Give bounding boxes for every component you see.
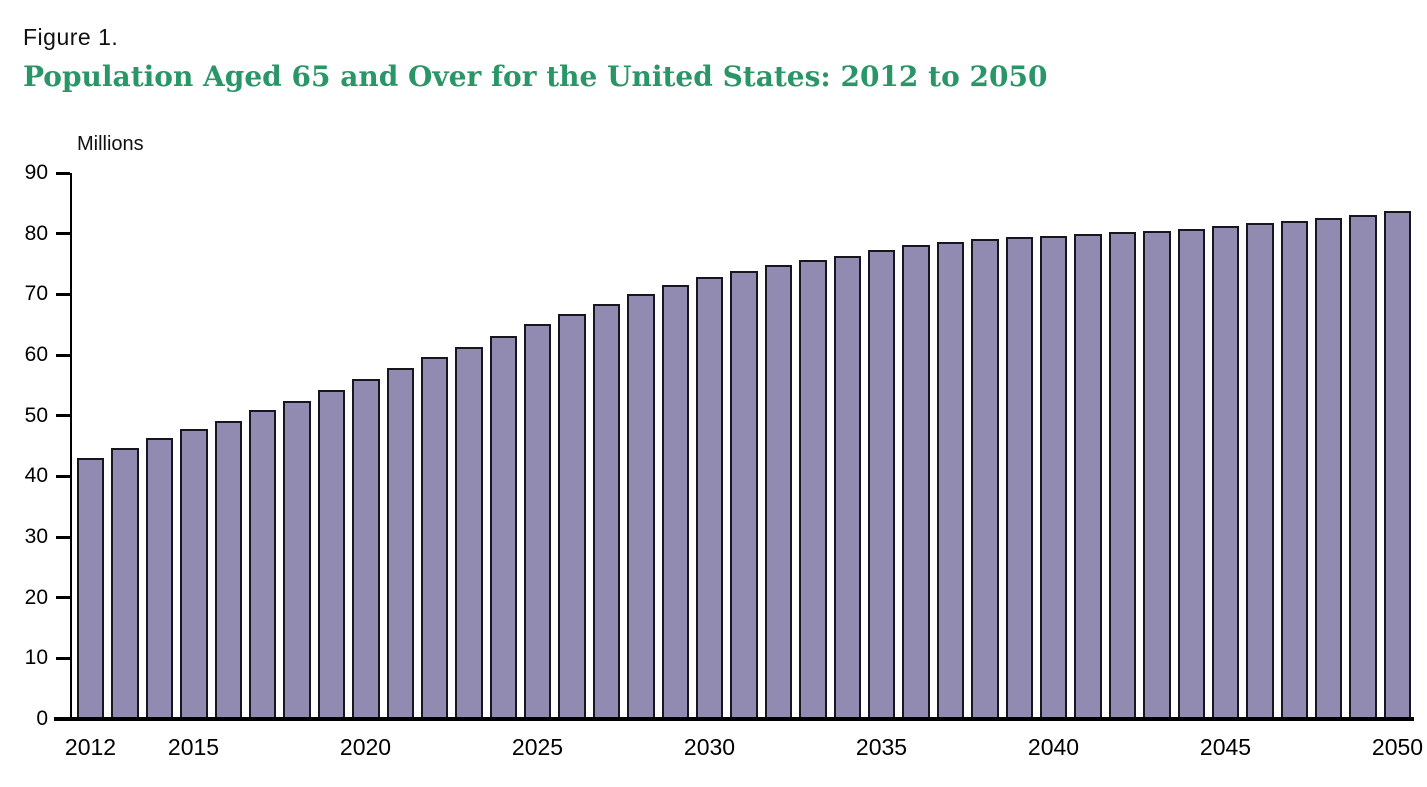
bar-2046 [1246,223,1274,719]
y-axis-tick-40 [56,474,70,478]
bar-2049 [1349,214,1377,719]
bar-2021 [386,368,414,719]
bar-2022 [420,356,449,719]
y-axis-tick-60 [56,353,70,357]
bar-2027 [592,304,621,719]
bar-2014 [145,438,174,719]
y-axis-tick-30 [56,535,70,539]
y-axis-tick-80 [56,232,70,236]
bar-2028 [627,294,655,719]
bar-2016 [214,420,242,719]
bar-2048 [1315,217,1343,719]
y-axis-tick-0 [56,717,70,721]
bar-2033 [799,259,827,719]
bar-2037 [936,241,965,719]
bar-2039 [1005,237,1033,719]
bar-2017 [248,410,277,719]
bar-2020 [352,379,380,719]
bar-2035 [867,250,896,719]
y-axis-label-40: 40 [24,464,48,488]
bar-2029 [661,285,690,719]
y-axis-label-10: 10 [24,646,48,670]
x-axis-label-2025: 2025 [511,734,564,760]
bar-2015 [180,429,208,719]
bar-2013 [111,447,139,719]
bar-2045 [1211,226,1240,719]
y-axis-label-30: 30 [24,525,48,549]
x-axis-label-2020: 2020 [339,734,392,760]
bar-2042 [1108,232,1137,719]
x-axis-label-2045: 2045 [1199,734,1252,760]
bar-2032 [764,265,793,719]
bar-2012 [77,457,105,719]
bar-2025 [524,324,552,719]
bar-2026 [558,313,586,719]
x-axis-label-2035: 2035 [855,734,908,760]
x-axis-label-2030: 2030 [683,734,736,760]
x-axis-line [54,717,1414,721]
y-axis-tick-20 [56,596,70,600]
bar-2019 [317,390,346,719]
bar-2034 [833,255,861,719]
x-axis-label-2040: 2040 [1027,734,1080,760]
plot-area: 0 10 20 30 40 50 60 70 80 90 2012 2015 2020 2025 2030 2… [25,161,1423,760]
bar-2024 [489,335,518,719]
x-axis-label-2050: 2050 [1371,734,1424,760]
bar-2041 [1074,234,1102,719]
y-axis-label-0: 0 [36,707,48,730]
y-axis-label-60: 60 [24,343,48,367]
y-axis-label-70: 70 [24,282,48,306]
figure-label: Figure 1. [23,24,119,50]
y-axis-tick-70 [56,292,70,296]
bar-2047 [1280,220,1309,719]
x-axis-label-2012: 2012 [64,734,117,760]
bar-2036 [902,245,930,719]
bar-2044 [1177,228,1205,719]
bar-2043 [1143,230,1171,719]
y-axis-tick-10 [56,656,70,660]
chart-title: Population Aged 65 and Over for the Unit… [23,60,1048,93]
bar-2031 [730,270,758,719]
bars-container [72,173,1414,719]
bar-2050 [1383,211,1412,719]
y-axis-unit-label: Millions [77,133,144,155]
y-axis-label-20: 20 [24,585,48,609]
bar-2038 [971,239,999,719]
y-axis-label-80: 80 [24,221,48,245]
y-axis-label-90: 90 [24,161,48,184]
y-axis-tick-90 [56,171,70,175]
bar-2030 [696,277,724,719]
x-axis-label-2015: 2015 [167,734,220,760]
y-axis-tick-50 [56,414,70,418]
bar-2023 [455,346,483,719]
y-axis-label-50: 50 [24,403,48,427]
bar-2040 [1039,235,1068,719]
bar-2018 [283,401,311,719]
